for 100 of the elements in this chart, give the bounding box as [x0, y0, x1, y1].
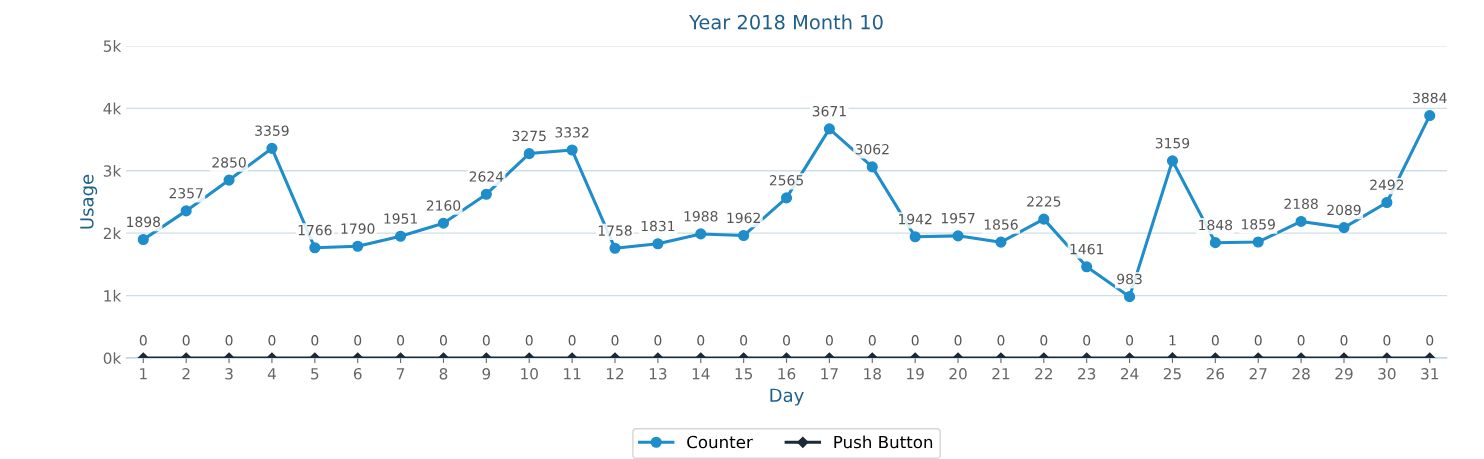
data-label: 983	[1117, 273, 1142, 285]
data-label: 0	[654, 335, 662, 346]
data-label: 0	[997, 335, 1005, 346]
data-label: 0	[1040, 335, 1048, 346]
point	[309, 242, 321, 254]
data-label: 2225	[1027, 196, 1061, 207]
data-label: 0	[740, 335, 748, 346]
point	[437, 217, 450, 229]
x-tick-label: 20	[949, 368, 967, 380]
point	[223, 174, 235, 186]
point	[738, 229, 750, 242]
point	[652, 238, 664, 250]
data-label: 0	[611, 335, 619, 346]
data-label: 3332	[555, 127, 589, 138]
point	[1081, 261, 1093, 273]
data-label: 0	[397, 335, 405, 346]
y-tick-label: 4k	[103, 102, 122, 115]
point	[566, 144, 578, 156]
x-tick-label: 4	[267, 368, 276, 380]
x-tick-label: 3	[225, 368, 233, 380]
data-label: 0	[525, 335, 533, 346]
point	[1038, 213, 1050, 225]
x-tick-label: 10	[521, 368, 538, 380]
point	[1381, 196, 1393, 209]
data-label: 0	[439, 335, 447, 346]
y-tick-label: 1k	[104, 289, 122, 302]
y-axis-title: Usage	[80, 174, 98, 229]
point	[480, 188, 492, 200]
point	[609, 242, 621, 254]
data-label: 2188	[1284, 198, 1318, 210]
x-tick-label: 30	[1378, 368, 1396, 380]
legend-label: Push Button	[834, 435, 933, 449]
point	[995, 236, 1007, 248]
point	[266, 142, 278, 154]
data-label: 0	[954, 335, 962, 346]
x-tick-label: 9	[482, 368, 491, 380]
point	[180, 205, 192, 217]
point	[1124, 291, 1136, 303]
y-tick-label: 3k	[103, 164, 122, 177]
legend-label: Counter	[687, 435, 753, 449]
point	[909, 231, 921, 243]
x-tick-label: 15	[735, 368, 753, 380]
data-label: 0	[1340, 335, 1348, 346]
data-label: 1962	[727, 212, 760, 224]
point	[137, 233, 149, 246]
x-tick-label: 2	[182, 368, 190, 380]
x-tick-label: 31	[1421, 368, 1439, 380]
x-tick-label: 5	[311, 368, 319, 380]
data-label: 1942	[899, 213, 932, 225]
x-tick-label: 11	[564, 368, 581, 380]
x-tick-label: 8	[439, 368, 448, 380]
data-label: 0	[568, 335, 576, 346]
data-label: 1758	[598, 225, 632, 236]
data-label: 1951	[384, 213, 417, 224]
data-label: 2089	[1327, 204, 1361, 216]
data-label: 1957	[941, 212, 975, 224]
x-tick-label: 28	[1292, 368, 1310, 380]
data-label: 1898	[127, 216, 161, 228]
data-label: 3359	[255, 125, 289, 136]
point	[352, 240, 364, 252]
data-label: 0	[1383, 335, 1391, 346]
data-label: 1461	[1070, 243, 1104, 255]
data-label: 0	[139, 335, 147, 346]
point	[1166, 155, 1179, 167]
data-label: 3159	[1155, 137, 1190, 149]
point	[823, 123, 835, 135]
x-tick-label: 14	[692, 368, 710, 380]
data-label: 0	[783, 335, 791, 346]
data-label: 0	[1211, 335, 1219, 346]
point	[780, 192, 793, 204]
data-label: 0	[1254, 335, 1262, 346]
x-tick-label: 1	[140, 368, 147, 380]
data-label: 0	[311, 335, 319, 346]
x-tick-label: 27	[1249, 368, 1267, 380]
x-tick-label: 24	[1120, 368, 1139, 380]
data-label: 0	[1083, 335, 1091, 346]
x-tick-label: 25	[1163, 368, 1181, 380]
data-label: 0	[911, 335, 919, 346]
data-label: 2565	[769, 174, 803, 186]
point	[1209, 237, 1221, 249]
data-label: 0	[225, 335, 233, 346]
x-tick-label: 18	[864, 368, 881, 380]
x-tick-label: 26	[1206, 368, 1225, 380]
data-label: 3275	[512, 130, 546, 142]
x-tick-label: 23	[1078, 368, 1096, 380]
data-label: 2160	[426, 200, 461, 211]
point	[952, 230, 964, 242]
data-label: 3062	[855, 143, 889, 155]
data-label: 0	[482, 335, 490, 346]
x-tick-label: 22	[1035, 368, 1052, 380]
data-label: 0	[182, 335, 190, 346]
data-label: 0	[1126, 335, 1134, 346]
data-label: 0	[268, 335, 276, 346]
data-label: 1988	[684, 211, 718, 222]
x-tick-label: 19	[907, 368, 924, 380]
point	[1338, 222, 1350, 234]
point	[1295, 215, 1307, 227]
data-label: 0	[1297, 335, 1305, 346]
x-tick-label: 29	[1335, 368, 1353, 380]
data-label: 2850	[212, 157, 246, 168]
